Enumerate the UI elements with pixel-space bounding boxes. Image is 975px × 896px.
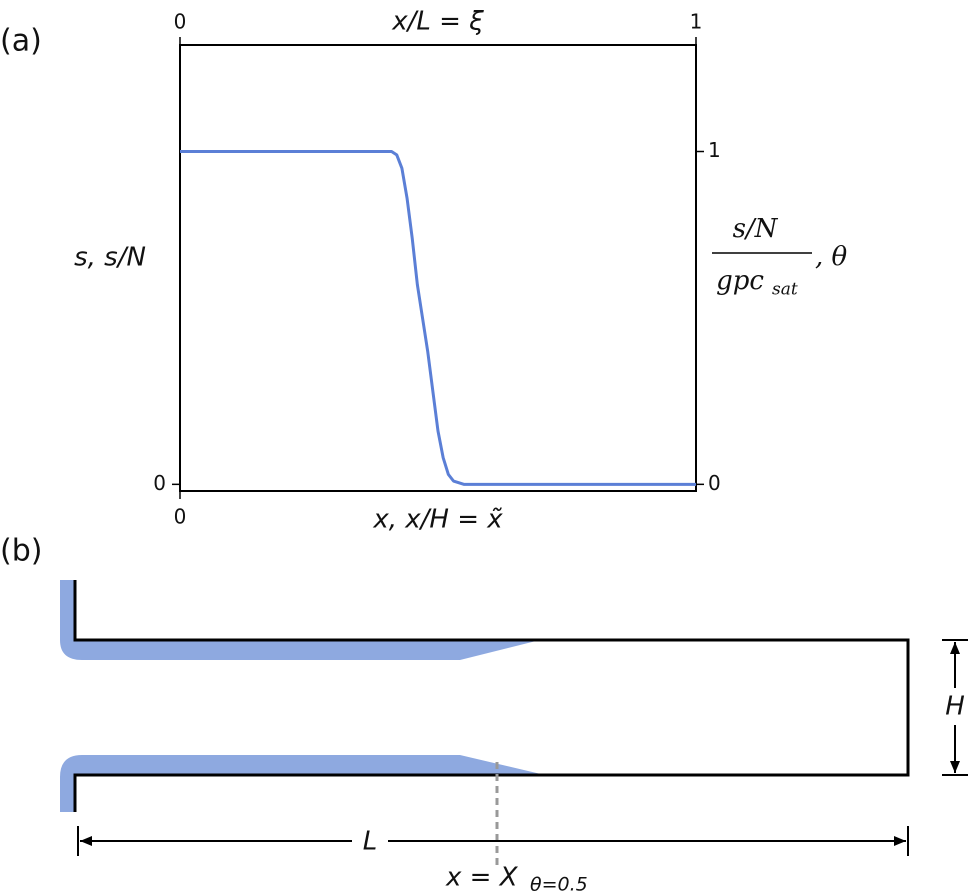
y2-label-subscript: sat [772,280,798,300]
height-label: H [945,692,965,722]
y2-label-numerator: s/N [733,214,779,244]
coating-top [60,580,540,660]
position-subscript: θ=0.5 [530,874,588,896]
x2-tick-label: 1 [690,10,703,34]
y2-tick-label: 0 [708,471,721,495]
length-label: L [363,827,378,857]
x-label: x, x/H = x̃ [372,505,503,535]
channel [73,580,910,812]
curve [180,150,696,486]
x2-label: x/L = ξ [391,7,484,37]
panel-label: (b) [0,534,42,569]
y-tick-label: 0 [153,471,166,495]
coating-bottom [60,755,545,812]
panel-label: (a) [0,24,42,59]
y2-label-denominator: gpc [716,266,764,296]
x-tick-label: 0 [174,505,187,529]
position-label: x = X [445,863,519,893]
x2-tick-label: 0 [174,10,187,34]
y2-tick-label: 1 [708,138,721,162]
axes-frame [179,44,697,492]
label-bg [352,826,388,856]
y2-label-suffix: , θ [815,242,848,272]
y-label: s, s/N [74,243,146,273]
